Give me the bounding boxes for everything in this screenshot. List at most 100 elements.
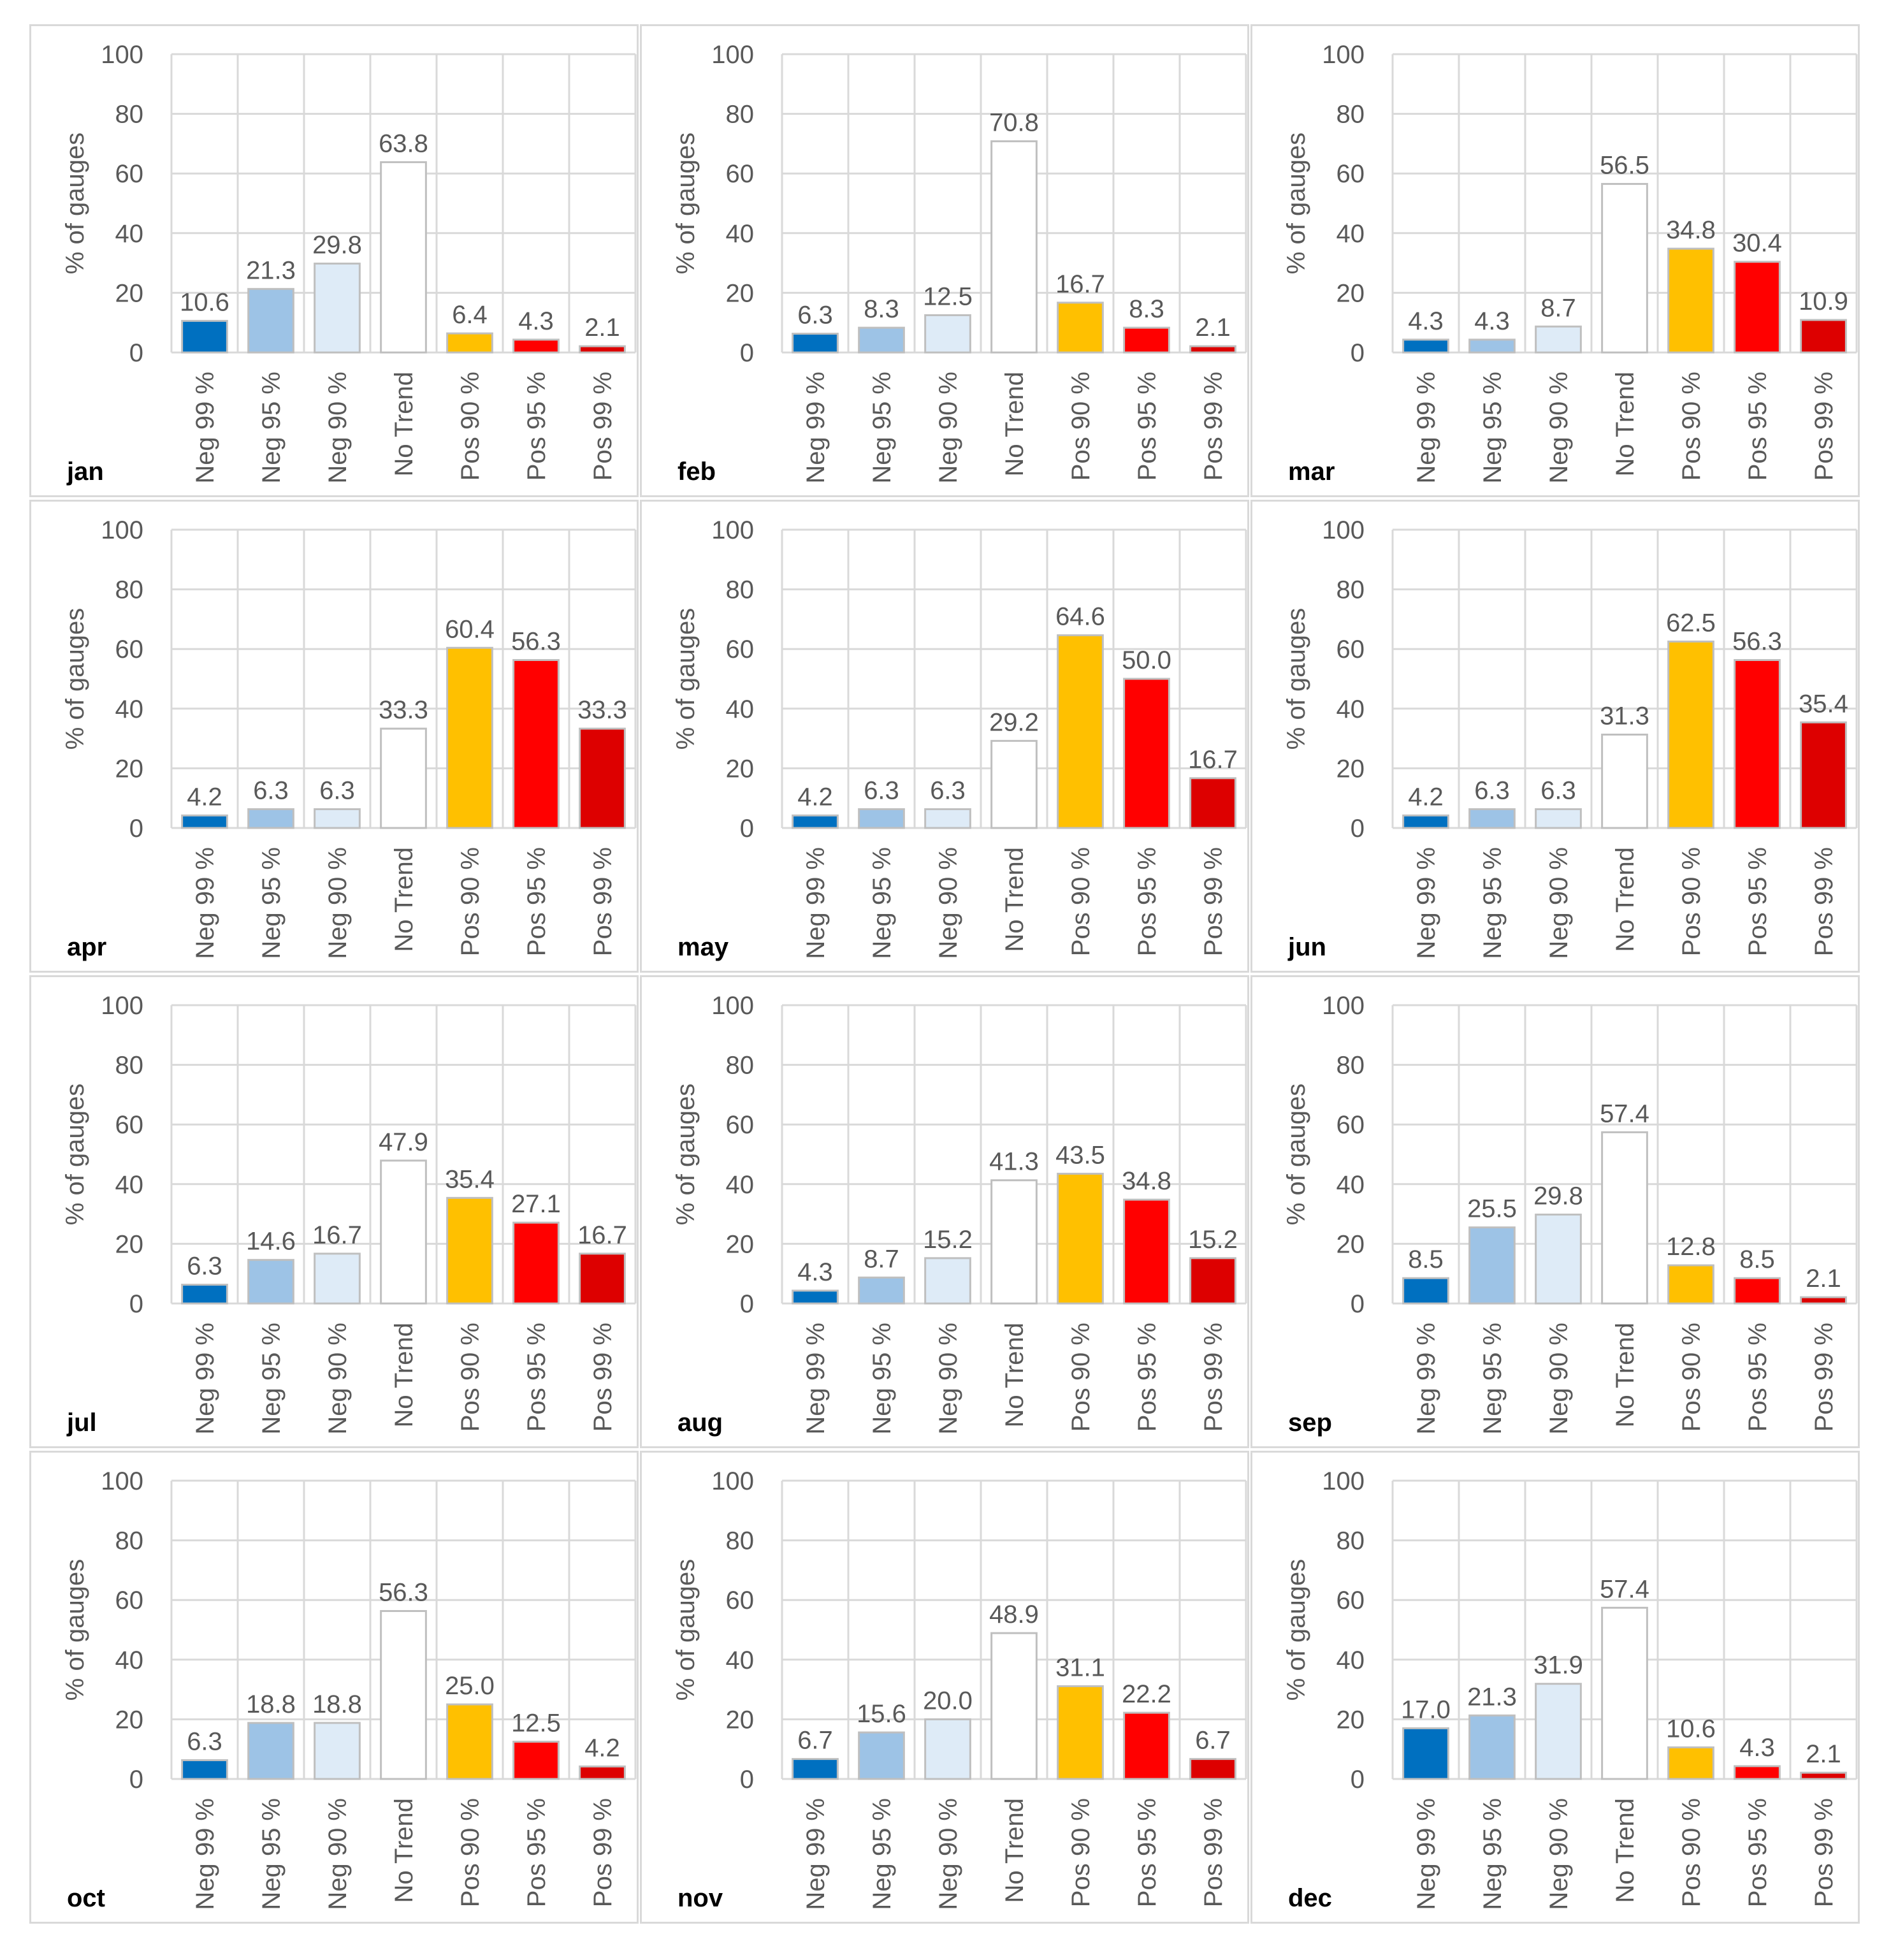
data-label: 33.3 bbox=[577, 696, 627, 724]
x-tick-label: No Trend bbox=[1611, 847, 1639, 952]
data-label: 10.9 bbox=[1799, 287, 1848, 316]
y-tick-label: 40 bbox=[726, 1646, 755, 1674]
bar-chart-oct: 0 20 40 60 80 100 6.3 Neg 99 % 18.8 Neg 95 % 18.8 N… bbox=[61, 1467, 637, 1912]
y-tick-label: 100 bbox=[1322, 1467, 1365, 1495]
data-label: 20.0 bbox=[923, 1687, 973, 1715]
data-label: 27.1 bbox=[511, 1190, 561, 1218]
x-tick-label: Pos 95 % bbox=[523, 372, 551, 481]
x-tick-label: Neg 95 % bbox=[1479, 1798, 1507, 1910]
data-label: 4.3 bbox=[1739, 1734, 1775, 1762]
bar-pos-95- bbox=[1734, 1765, 1781, 1780]
x-tick-label: Pos 99 % bbox=[1199, 1323, 1228, 1432]
y-tick-label: 100 bbox=[711, 992, 754, 1020]
x-tick-label: Pos 90 % bbox=[1067, 372, 1095, 481]
bar-no-trend bbox=[1601, 1606, 1648, 1780]
bar-no-trend bbox=[380, 161, 427, 354]
bar-chart-dec: 0 20 40 60 80 100 17.0 Neg 99 % 21.3 Neg 95 % 31.9… bbox=[1282, 1467, 1858, 1912]
data-label: 22.2 bbox=[1122, 1680, 1171, 1708]
month-title: oct bbox=[67, 1884, 105, 1912]
bar-chart-mar: 0 20 40 60 80 100 4.3 Neg 99 % 4.3 Neg 95 % 8.7 Neg… bbox=[1282, 41, 1858, 486]
y-tick-label: 0 bbox=[740, 815, 754, 843]
y-tick-label: 100 bbox=[101, 516, 143, 544]
y-tick-label: 80 bbox=[115, 1527, 144, 1555]
data-label: 18.8 bbox=[246, 1690, 296, 1718]
bar-pos-90- bbox=[446, 1196, 493, 1305]
y-tick-label: 60 bbox=[726, 160, 755, 188]
x-tick-label: Neg 90 % bbox=[934, 1798, 962, 1910]
data-label: 6.3 bbox=[864, 777, 899, 805]
x-tick-label: Pos 95 % bbox=[523, 1323, 551, 1432]
x-tick-label: No Trend bbox=[390, 847, 418, 952]
bar-neg-95- bbox=[858, 808, 905, 829]
y-tick-label: 100 bbox=[101, 1467, 143, 1495]
x-tick-label: No Trend bbox=[1001, 372, 1029, 477]
bar-neg-95- bbox=[1468, 1714, 1516, 1780]
x-tick-label: Neg 95 % bbox=[257, 847, 286, 959]
x-tick-label: Pos 95 % bbox=[1744, 372, 1772, 481]
bar-neg-99- bbox=[181, 319, 228, 354]
data-label: 15.2 bbox=[1188, 1226, 1238, 1254]
x-tick-label: Neg 95 % bbox=[257, 372, 286, 484]
x-tick-label: Pos 90 % bbox=[1677, 1323, 1706, 1432]
data-label: 62.5 bbox=[1666, 609, 1716, 637]
data-label: 6.3 bbox=[253, 777, 289, 805]
y-tick-label: 100 bbox=[711, 1467, 754, 1495]
bar-pos-90- bbox=[446, 1703, 493, 1780]
x-tick-label: Neg 90 % bbox=[1545, 847, 1573, 959]
x-tick-label: Neg 99 % bbox=[1412, 1323, 1440, 1435]
data-label: 4.3 bbox=[1408, 307, 1444, 335]
x-tick-label: No Trend bbox=[390, 372, 418, 477]
y-tick-label: 80 bbox=[115, 101, 144, 129]
x-tick-label: Pos 95 % bbox=[1133, 372, 1161, 481]
bar-pos-90- bbox=[1057, 301, 1104, 354]
bar-pos-90- bbox=[1057, 1685, 1104, 1780]
data-label: 2.1 bbox=[1806, 1740, 1841, 1768]
data-label: 16.7 bbox=[1188, 746, 1238, 774]
data-label: 18.8 bbox=[312, 1690, 362, 1718]
bar-no-trend bbox=[380, 1159, 427, 1305]
x-tick-label: Neg 99 % bbox=[1412, 372, 1440, 484]
bar-neg-95- bbox=[1468, 808, 1516, 829]
data-label: 16.7 bbox=[312, 1221, 362, 1249]
data-label: 8.7 bbox=[1540, 294, 1576, 322]
bar-neg-99- bbox=[792, 333, 839, 354]
chart-panel-feb: 0 20 40 60 80 100 6.3 Neg 99 % 8.3 Neg 95 % 12.5 Ne… bbox=[640, 24, 1249, 497]
data-label: 56.5 bbox=[1600, 152, 1649, 180]
y-tick-label: 20 bbox=[115, 279, 144, 307]
y-axis-label: % of gauges bbox=[61, 1084, 89, 1225]
data-label: 21.3 bbox=[246, 256, 296, 284]
x-tick-label: Neg 95 % bbox=[1479, 372, 1507, 484]
data-label: 41.3 bbox=[989, 1148, 1039, 1176]
bar-neg-90- bbox=[1535, 1683, 1582, 1780]
data-label: 56.3 bbox=[511, 628, 561, 656]
y-axis-label: % of gauges bbox=[672, 608, 700, 750]
x-tick-label: Pos 90 % bbox=[1677, 372, 1706, 481]
bar-neg-90- bbox=[924, 808, 971, 829]
y-tick-label: 40 bbox=[726, 695, 755, 723]
x-tick-label: Pos 95 % bbox=[1744, 1323, 1772, 1432]
data-label: 16.7 bbox=[577, 1221, 627, 1249]
bar-chart-may: 0 20 40 60 80 100 4.2 Neg 99 % 6.3 Neg 95 % 6.3 Neg… bbox=[672, 516, 1247, 961]
y-tick-label: 100 bbox=[101, 992, 143, 1020]
y-axis-label: % of gauges bbox=[1282, 133, 1310, 274]
x-tick-label: Neg 95 % bbox=[868, 1323, 896, 1435]
x-tick-label: Pos 90 % bbox=[1067, 1323, 1095, 1432]
x-tick-label: Pos 90 % bbox=[1067, 1798, 1095, 1907]
y-tick-label: 80 bbox=[726, 1052, 755, 1080]
y-axis-label: % of gauges bbox=[1282, 1084, 1310, 1225]
x-tick-label: No Trend bbox=[1001, 1798, 1029, 1903]
y-tick-label: 60 bbox=[1337, 160, 1365, 188]
bar-pos-90- bbox=[1667, 641, 1714, 829]
data-label: 2.1 bbox=[1195, 314, 1231, 342]
x-tick-label: Pos 90 % bbox=[456, 1798, 484, 1907]
bar-pos-95- bbox=[1123, 1711, 1170, 1780]
y-tick-label: 60 bbox=[726, 635, 755, 664]
data-label: 63.8 bbox=[379, 129, 428, 157]
y-tick-label: 100 bbox=[711, 41, 754, 69]
bar-pos-95- bbox=[1123, 326, 1170, 354]
data-label: 6.7 bbox=[797, 1727, 833, 1755]
x-tick-label: Neg 90 % bbox=[1545, 372, 1573, 484]
bar-pos-95- bbox=[1123, 1198, 1170, 1305]
bar-neg-95- bbox=[247, 808, 294, 829]
y-tick-label: 40 bbox=[726, 220, 755, 248]
